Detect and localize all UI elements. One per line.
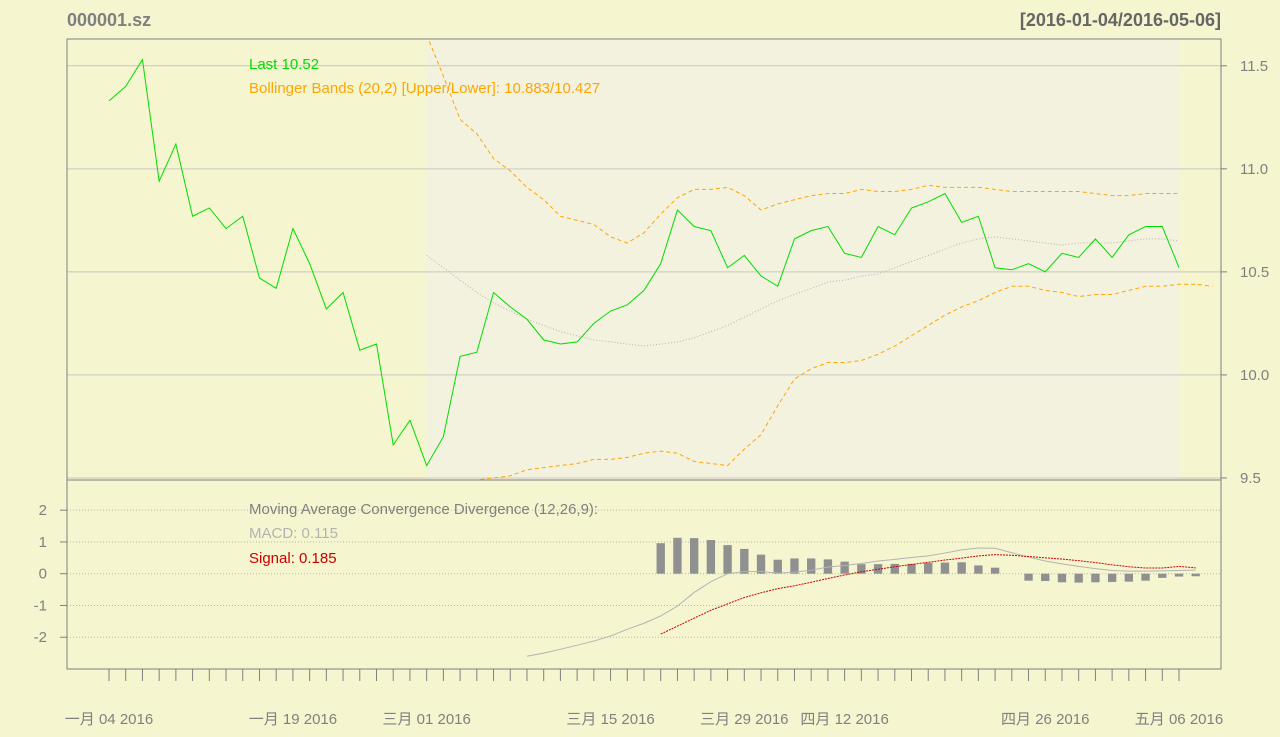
date-range-title: [2016-01-04/2016-05-06] <box>1020 10 1221 30</box>
macd-histogram-bar <box>1074 573 1083 583</box>
macd-histogram-bar <box>1057 573 1067 583</box>
price-axis-label: 9.5 <box>1240 470 1261 487</box>
macd-histogram-bar <box>974 565 983 574</box>
macd-axis-label: 2 <box>39 502 47 519</box>
macd-histogram-bar <box>907 563 916 574</box>
macd-histogram-bar <box>857 564 866 574</box>
x-axis-label: 五月 06 2016 <box>1135 711 1223 728</box>
macd-histogram-bar <box>957 562 966 574</box>
macd-histogram-bar <box>1107 573 1117 582</box>
macd-histogram-bar <box>673 537 682 574</box>
x-axis-label: 四月 12 2016 <box>800 711 888 728</box>
bollinger-band-area <box>426 39 1179 480</box>
macd-histogram-bar <box>689 538 699 574</box>
symbol-title: 000001.sz <box>67 10 151 30</box>
x-axis-label: 一月 04 2016 <box>65 711 153 728</box>
macd-histogram-bar <box>807 558 816 574</box>
x-axis-label: 四月 26 2016 <box>1001 711 1089 728</box>
macd-histogram-bar <box>940 562 950 574</box>
macd-histogram-bar <box>890 563 899 574</box>
price-axis-label: 11.0 <box>1240 161 1268 178</box>
price-line <box>108 58 1180 467</box>
macd-histogram-bar <box>1041 573 1050 582</box>
macd-axis-label: -2 <box>34 629 47 646</box>
x-axis-label: 三月 29 2016 <box>700 711 788 728</box>
x-axis-label: 三月 01 2016 <box>382 711 470 728</box>
last-price-legend: Last 10.52 <box>249 56 319 73</box>
macd-axis-label: 0 <box>39 566 47 583</box>
macd-histogram-bar <box>790 558 799 574</box>
bollinger-lower-line <box>439 283 1213 480</box>
macd-histogram-bar <box>840 561 849 574</box>
x-axis: 一月 04 2016 一月 19 2016 三月 01 2016 三月 15 2016… <box>65 669 1223 728</box>
macd-histogram-bar <box>1141 573 1150 581</box>
x-axis-label: 三月 15 2016 <box>566 711 654 728</box>
macd-panel: 2 1 0 -1 -2 Moving Average Convergence Diverg… <box>34 479 1222 670</box>
macd-histogram-bar <box>990 567 1000 574</box>
macd-histogram-bar <box>1124 573 1134 582</box>
macd-line <box>526 547 1196 657</box>
macd-histogram-bar <box>773 559 782 574</box>
bollinger-legend: Bollinger Bands (20,2) [Upper/Lower]: 10… <box>249 80 600 97</box>
price-axis-label: 10.5 <box>1240 264 1269 281</box>
macd-axis-label: 1 <box>39 534 47 551</box>
macd-axis-label: -1 <box>34 597 47 614</box>
macd-histogram-bar <box>1174 573 1184 577</box>
macd-histogram-bar <box>1024 573 1033 581</box>
macd-histogram-bar <box>1158 573 1167 578</box>
macd-histogram-bar <box>924 562 933 574</box>
signal-value-legend: Signal: 0.185 <box>249 550 337 567</box>
bollinger-upper-line <box>427 39 1179 244</box>
price-axis-label: 10.0 <box>1240 367 1269 384</box>
macd-histogram-bar <box>756 554 766 574</box>
x-axis-label: 一月 19 2016 <box>249 711 337 728</box>
macd-histogram-bar <box>1091 573 1100 583</box>
macd-value-legend: MACD: 0.115 <box>249 525 338 542</box>
signal-line <box>660 554 1196 635</box>
macd-histogram-bar <box>656 543 665 574</box>
macd-histogram-bar <box>1191 573 1200 577</box>
macd-histogram-bar <box>740 548 749 574</box>
price-panel: 9.5 10.0 10.5 11.0 11.5 Last 10.52 Bollinger B… <box>66 38 1269 487</box>
macd-title: Moving Average Convergence Divergence (1… <box>249 501 598 518</box>
price-axis-label: 11.5 <box>1240 58 1268 75</box>
macd-histogram-bar <box>706 540 716 574</box>
macd-histogram-bar <box>723 545 732 574</box>
